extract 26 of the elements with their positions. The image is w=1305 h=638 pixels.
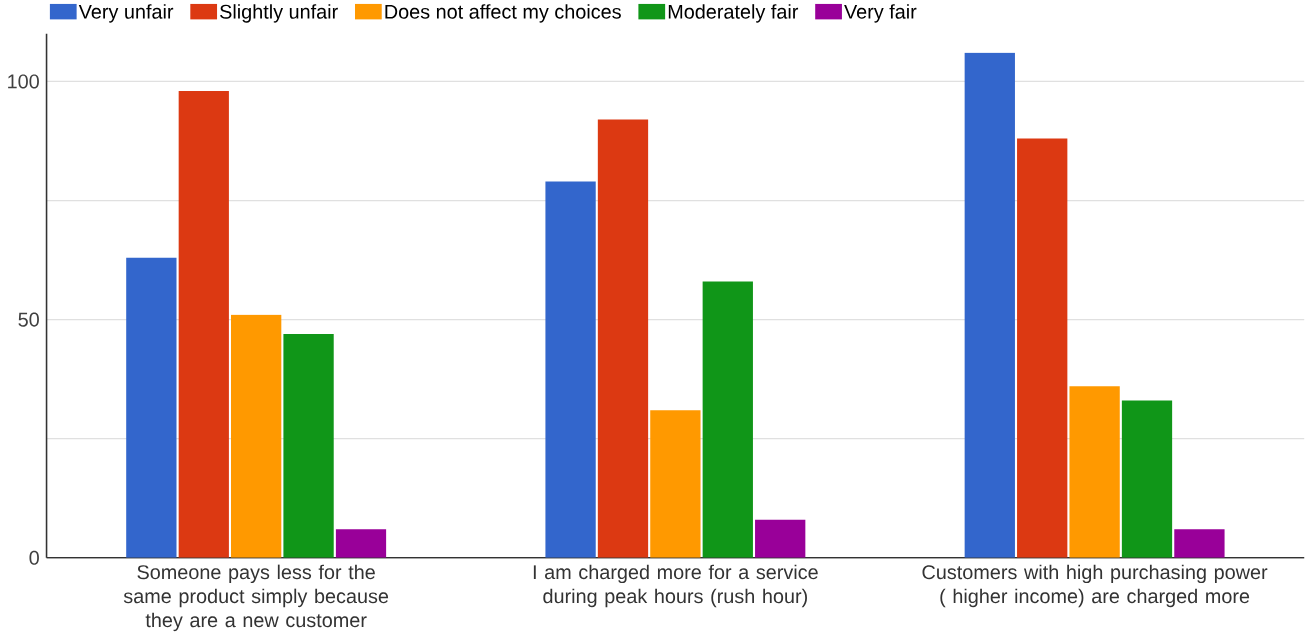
bar xyxy=(702,281,753,558)
bar xyxy=(755,519,806,558)
bar xyxy=(650,410,701,558)
bar xyxy=(178,91,229,558)
legend-label: Moderately fair xyxy=(668,4,799,23)
x-tick-label: Customers with high purchasing power ( higher income) are charged more xyxy=(922,564,1268,608)
bar xyxy=(126,257,177,558)
bar xyxy=(231,314,282,558)
x-tick-label: Someone pays less for the same product simply because they are a new customer xyxy=(123,564,389,632)
legend-label: Very unfair xyxy=(78,4,174,23)
bar xyxy=(597,119,649,558)
bar xyxy=(964,52,1015,558)
y-tick-label: 100 xyxy=(8,74,39,89)
bar xyxy=(1017,138,1068,558)
legend-label: Slightly unfair xyxy=(220,4,338,23)
bar xyxy=(335,529,387,558)
bar xyxy=(1174,529,1225,558)
bar xyxy=(283,334,334,558)
bar xyxy=(1069,386,1120,558)
x-tick-label: I am charged more for a service during peak hours (rush hour) xyxy=(533,564,818,608)
y-tick-label: 0 xyxy=(29,550,39,565)
legend-label: Very fair xyxy=(844,4,917,23)
y-tick-label: 50 xyxy=(18,312,39,327)
bar xyxy=(545,181,596,558)
bar xyxy=(1121,400,1173,558)
legend-label: Does not affect my choices xyxy=(385,4,621,23)
